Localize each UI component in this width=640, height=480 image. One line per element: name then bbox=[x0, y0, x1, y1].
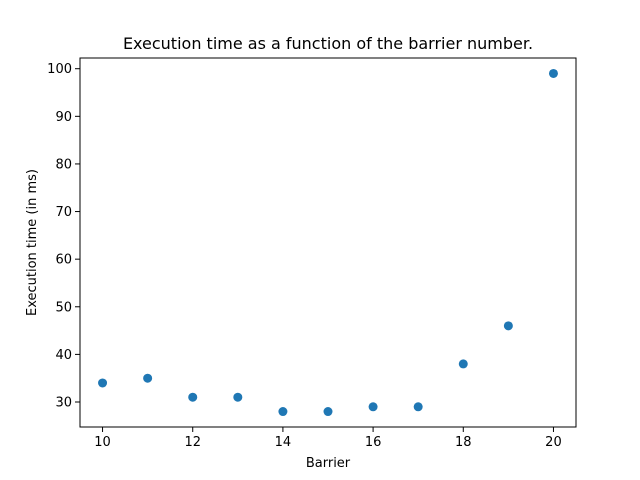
data-points bbox=[98, 68, 558, 417]
x-tick-label: 12 bbox=[184, 435, 201, 450]
data-point bbox=[503, 321, 513, 331]
y-tick-label: 90 bbox=[55, 110, 72, 125]
y-axis: 30 40 50 60 70 80 90 100 bbox=[47, 62, 80, 411]
y-tick-label: 40 bbox=[55, 348, 72, 363]
data-point bbox=[548, 68, 558, 78]
data-point bbox=[368, 402, 378, 412]
data-point bbox=[323, 407, 333, 417]
x-tick-label: 16 bbox=[365, 435, 382, 450]
y-tick-label: 100 bbox=[47, 62, 72, 77]
plot-area bbox=[79, 57, 577, 428]
chart-title: Execution time as a function of the barr… bbox=[123, 34, 533, 53]
data-point bbox=[98, 378, 108, 388]
data-point bbox=[278, 407, 288, 417]
data-point bbox=[413, 402, 423, 412]
data-point bbox=[188, 392, 198, 402]
x-tick-label: 10 bbox=[94, 435, 111, 450]
y-tick-label: 50 bbox=[55, 300, 72, 315]
y-axis-label: Execution time (in ms) bbox=[25, 169, 40, 316]
x-axis: 10 12 14 16 18 20 bbox=[94, 427, 562, 450]
y-tick-label: 60 bbox=[55, 253, 72, 268]
y-tick-label: 80 bbox=[55, 157, 72, 172]
data-point bbox=[233, 392, 243, 402]
y-tick-label: 30 bbox=[55, 396, 72, 411]
data-point bbox=[458, 359, 468, 369]
data-point bbox=[143, 373, 153, 383]
y-tick-label: 70 bbox=[55, 205, 72, 220]
x-axis-label: Barrier bbox=[306, 456, 351, 471]
x-tick-label: 18 bbox=[455, 435, 472, 450]
x-tick-label: 14 bbox=[275, 435, 292, 450]
x-tick-label: 20 bbox=[545, 435, 562, 450]
